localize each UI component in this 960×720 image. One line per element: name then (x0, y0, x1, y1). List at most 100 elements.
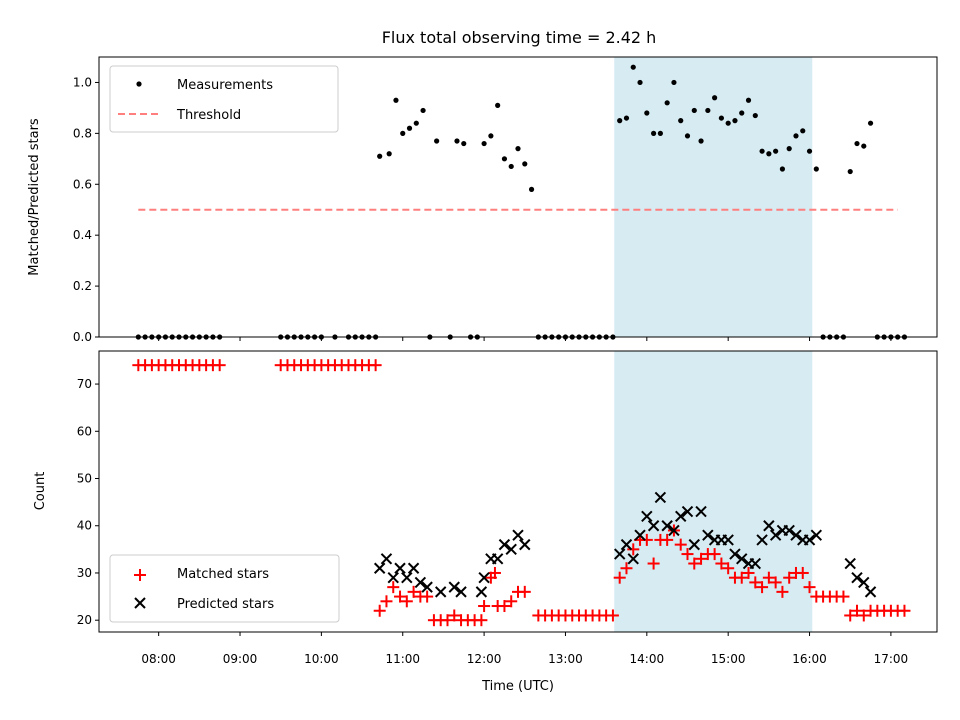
bottom-y-tick-label: 40 (77, 519, 92, 533)
bottom-y-tick-label: 70 (77, 377, 92, 391)
measurement-point (481, 140, 487, 147)
matched-star-point (674, 538, 687, 551)
predicted-star-stroke-b (401, 571, 413, 584)
predicted-star-point (661, 520, 673, 532)
measurement-point (759, 148, 765, 154)
predicted-star-point (491, 553, 504, 565)
matched-star-point (735, 571, 748, 584)
predicted-star-stroke-b (519, 538, 531, 551)
measurement-point (725, 120, 731, 126)
predicted-star-stroke-b (695, 505, 707, 518)
matched-star-point (394, 590, 407, 603)
predicted-star-stroke-b (790, 529, 802, 541)
measurement-point (745, 97, 752, 103)
predicted-star-point (749, 557, 762, 570)
predicted-star-point (455, 586, 467, 598)
matched-star-point (722, 562, 735, 575)
predicted-star-stroke-b (455, 586, 467, 598)
legend-matched-label: Matched stars (177, 567, 269, 582)
matched-star-point (681, 548, 694, 561)
x-tick-label: 11:00 (385, 652, 420, 666)
measurement-point (847, 168, 853, 175)
predicted-star-stroke-b (498, 538, 511, 551)
measurement-point (698, 138, 704, 144)
top-y-tick-label: 1.0 (73, 75, 92, 89)
x-tick-label: 14:00 (630, 652, 665, 666)
measurement-point (454, 138, 460, 144)
predicted-star-stroke-b (448, 581, 460, 593)
measurement-point (806, 148, 813, 154)
bottom-highlight-span (614, 351, 813, 632)
matched-star-point (380, 595, 393, 608)
matched-star-point (661, 533, 674, 546)
predicted-star-point (505, 543, 517, 556)
matched-star-point (708, 548, 721, 561)
predicted-star-point (695, 505, 707, 518)
measurement-point (786, 146, 792, 152)
measurement-point (617, 118, 623, 124)
top-axes-frame (98, 56, 938, 338)
matched-star-point (776, 585, 789, 598)
measurement-point (386, 151, 392, 157)
matched-star-point (769, 576, 782, 589)
x-tick-label: 15:00 (711, 652, 746, 666)
predicted-star-stroke-b (810, 529, 823, 541)
matched-star-point (756, 581, 769, 594)
measurement-point (657, 130, 663, 136)
predicted-star-stroke-b (613, 548, 626, 560)
matched-star-point (498, 600, 511, 613)
x-tick-label: 13:00 (548, 652, 583, 666)
predicted-star-stroke-b (475, 586, 488, 598)
predicted-star-stroke-b (641, 510, 653, 523)
predicted-star-stroke-b (681, 505, 694, 518)
predicted-star-stroke-b (736, 553, 748, 565)
measurement-point (650, 130, 657, 136)
measurement-point (800, 128, 806, 134)
matched-star-point (749, 576, 762, 589)
matched-star-point (715, 557, 728, 570)
predicted-star-point (790, 529, 802, 541)
predicted-star-stroke-b (380, 553, 393, 565)
predicted-star-stroke-b (491, 553, 504, 565)
predicted-star-stroke-b (702, 529, 714, 541)
predicted-star-stroke-b (729, 548, 741, 560)
top-y-tick-label: 0.8 (73, 126, 92, 140)
predicted-star-stroke-b (864, 586, 877, 598)
measurement-point (732, 118, 738, 124)
predicted-star-stroke-b (634, 529, 646, 541)
measurement-point (461, 140, 467, 147)
predicted-star-point (421, 581, 433, 593)
legend-predicted-label: Predicted stars (177, 597, 274, 612)
predicted-star-stroke-b (387, 571, 399, 584)
x-tick-label: 17:00 (874, 652, 909, 666)
measurement-point (508, 163, 514, 170)
predicted-star-stroke-b (394, 562, 406, 574)
predicted-star-point (448, 581, 460, 593)
predicted-star-point (722, 534, 734, 546)
matched-star-point (421, 590, 434, 603)
predicted-star-point (681, 505, 694, 518)
matched-star-point (369, 359, 382, 372)
bottom-y-tick-label: 30 (77, 566, 92, 580)
predicted-star-stroke-b (435, 586, 447, 598)
matched-star-point (505, 595, 518, 608)
matched-star-point (647, 557, 660, 570)
measurement-point (671, 79, 677, 86)
top-y-tick-label: 0.6 (73, 177, 92, 191)
matched-star-point (620, 562, 633, 575)
measurement-point (691, 107, 697, 114)
matched-star-point (488, 566, 501, 579)
bottom-y-tick-label: 20 (77, 613, 92, 627)
measurement-point (766, 151, 772, 157)
predicted-star-point (627, 553, 639, 565)
predicted-star-stroke-b (620, 538, 633, 551)
predicted-star-point (414, 576, 427, 589)
predicted-star-point (668, 524, 680, 537)
predicted-star-point (512, 529, 524, 541)
predicted-star-point (783, 524, 795, 537)
predicted-star-point (803, 534, 816, 546)
predicted-star-point (387, 571, 399, 584)
measurement-point (515, 146, 521, 152)
matched-star-point (518, 585, 531, 598)
